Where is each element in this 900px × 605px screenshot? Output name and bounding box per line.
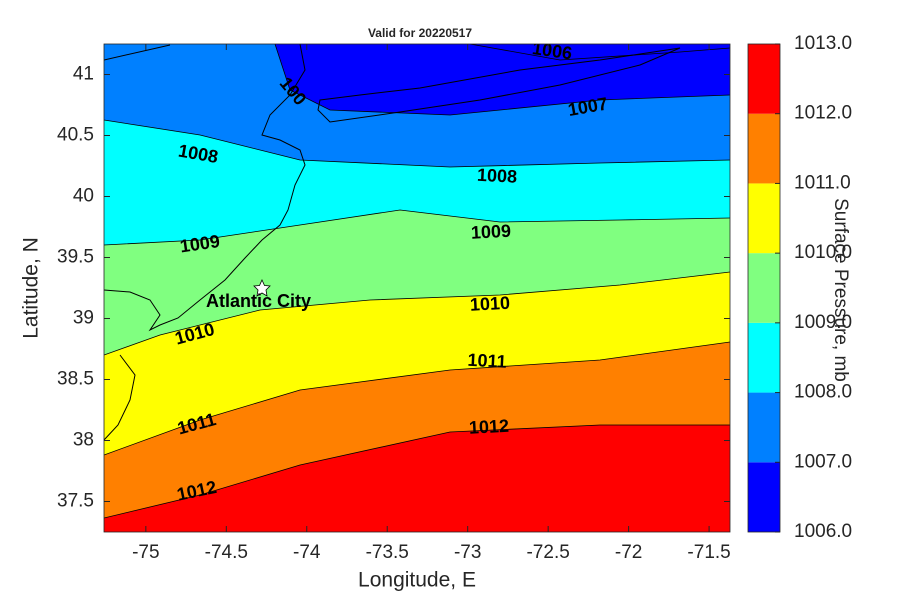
contour-label: 1008 — [477, 165, 518, 187]
y-tick-label: 38 — [73, 430, 94, 451]
y-tick-label: 38.5 — [57, 369, 94, 390]
colorbar-tick-label: 1008.0 — [794, 382, 852, 403]
y-tick-label: 39.5 — [57, 247, 94, 268]
annotation: Atlantic City — [206, 291, 311, 311]
colorbar-segment — [748, 253, 780, 323]
contour-label: 1012 — [468, 416, 509, 438]
y-tick-label: 40 — [73, 186, 94, 207]
x-tick-label: -71.5 — [687, 542, 730, 563]
x-tick-label: -72.5 — [526, 542, 569, 563]
colorbar-segment — [748, 44, 780, 114]
contour-label: 1006 — [531, 38, 573, 63]
colorbar-tick-label: 1012.0 — [794, 103, 852, 124]
y-tick-label: 40.5 — [57, 125, 94, 146]
x-tick-label: -74.5 — [205, 542, 248, 563]
colorbar-tick-label: 1013.0 — [794, 33, 852, 54]
coastline — [104, 44, 681, 441]
x-tick-label: -75 — [132, 542, 159, 563]
contour-label: 1011 — [467, 350, 507, 372]
colorbar-segment — [748, 322, 780, 393]
colorbar-segment — [748, 113, 780, 184]
contour-line — [104, 424, 730, 519]
y-tick-label: 41 — [73, 64, 94, 85]
colorbar-tick-label: 1009.0 — [794, 312, 852, 333]
y-axis-label: Latitude, N — [20, 237, 43, 339]
contour-line — [104, 119, 730, 168]
contour-line — [104, 271, 730, 356]
contour-label: 1010 — [469, 293, 510, 315]
colorbar-label: Surface Pressure, mb — [830, 198, 851, 382]
colorbar-tick-label: 1007.0 — [794, 451, 852, 472]
colorbar-segment — [748, 462, 780, 532]
y-tick-label: 39 — [73, 308, 94, 329]
colorbar-tick-label: 1006.0 — [794, 521, 852, 542]
contour-line — [104, 209, 730, 246]
pressure-band — [275, 44, 730, 115]
contour-label: 1009 — [470, 221, 511, 243]
colorbar-segment — [748, 392, 780, 463]
colorbar-tick-label: 1011.0 — [794, 172, 851, 193]
colorbar-segment — [748, 183, 780, 254]
colorbar-frame — [747, 43, 781, 533]
y-tick-label: 37.5 — [57, 491, 94, 512]
x-tick-label: -73 — [454, 542, 481, 563]
contour-line — [104, 341, 730, 456]
chart-title: Valid for 20220517 — [368, 26, 472, 40]
contour-line — [469, 44, 730, 61]
x-tick-label: -72 — [615, 542, 642, 563]
city-marker — [253, 279, 271, 297]
plot-frame — [103, 43, 731, 533]
x-tick-label: -74 — [293, 542, 321, 563]
contour-line — [274, 44, 730, 116]
x-tick-label: -73.5 — [366, 542, 409, 563]
colorbar-tick-label: 1010.0 — [794, 242, 852, 263]
x-axis-label: Longitude, E — [358, 569, 476, 592]
